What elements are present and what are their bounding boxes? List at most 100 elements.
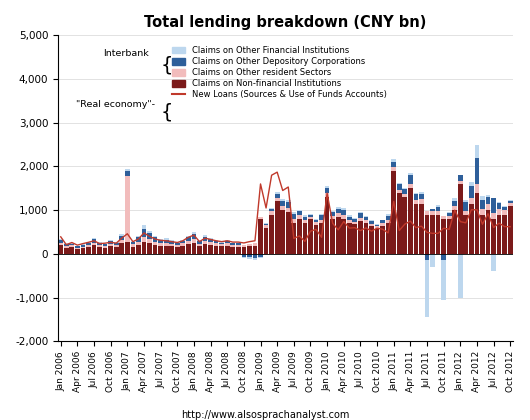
Bar — [330, 213, 335, 216]
Bar — [214, 244, 218, 246]
Bar — [480, 215, 485, 254]
Bar — [341, 215, 346, 219]
Bar — [425, 215, 429, 254]
Bar — [153, 241, 157, 245]
Bar — [92, 239, 96, 243]
Bar — [208, 242, 213, 245]
Bar — [58, 239, 63, 240]
Bar — [202, 241, 207, 244]
Bar — [480, 209, 485, 215]
Bar — [408, 175, 413, 184]
Bar — [485, 210, 490, 254]
Bar — [225, 244, 229, 246]
Bar — [202, 244, 207, 254]
Bar — [97, 247, 102, 254]
Bar — [397, 193, 402, 254]
Bar — [463, 202, 468, 211]
Bar — [147, 234, 152, 239]
Bar — [497, 215, 501, 254]
Bar — [197, 240, 202, 241]
Bar — [247, 254, 252, 257]
Bar — [447, 216, 452, 219]
Bar — [136, 245, 141, 254]
Bar — [158, 246, 163, 254]
Bar — [502, 215, 507, 254]
Bar — [181, 241, 185, 244]
Bar — [258, 254, 263, 257]
Bar — [463, 215, 468, 254]
Bar — [430, 215, 435, 254]
Bar — [491, 198, 496, 213]
Bar — [347, 215, 352, 217]
Bar — [280, 206, 285, 210]
Bar — [352, 221, 357, 224]
Bar — [391, 160, 396, 162]
Bar — [175, 243, 180, 245]
Bar — [425, 260, 429, 317]
Bar — [181, 246, 185, 254]
Bar — [158, 240, 163, 243]
Bar — [292, 214, 296, 219]
Bar — [364, 217, 368, 220]
Bar — [147, 239, 152, 244]
Bar — [413, 200, 418, 204]
Bar — [303, 220, 307, 223]
Bar — [225, 246, 229, 254]
Bar — [97, 242, 102, 243]
Bar — [352, 224, 357, 254]
Bar — [319, 223, 324, 254]
Bar — [319, 214, 324, 215]
Bar — [170, 240, 174, 241]
Bar — [236, 247, 241, 254]
Bar — [142, 237, 146, 242]
Bar — [231, 242, 235, 243]
Bar — [231, 247, 235, 254]
Bar — [103, 246, 108, 248]
Bar — [358, 212, 363, 213]
Bar — [430, 254, 435, 267]
Bar — [358, 213, 363, 218]
Bar — [330, 216, 335, 219]
Bar — [219, 242, 224, 243]
Bar — [114, 247, 119, 254]
Bar — [147, 244, 152, 254]
Bar — [264, 226, 268, 228]
Bar — [136, 237, 141, 242]
Bar — [425, 212, 429, 215]
Bar — [153, 237, 157, 242]
Bar — [364, 223, 368, 254]
Bar — [164, 243, 169, 246]
Bar — [297, 210, 302, 211]
Bar — [64, 246, 69, 248]
Bar — [319, 220, 324, 223]
Bar — [275, 202, 279, 254]
Bar — [341, 210, 346, 215]
Bar — [108, 241, 113, 244]
Bar — [497, 202, 501, 203]
Bar — [58, 243, 63, 245]
Bar — [413, 194, 418, 200]
Bar — [253, 254, 258, 258]
Text: {: { — [161, 102, 173, 122]
Bar — [264, 228, 268, 254]
Bar — [114, 245, 119, 247]
Bar — [453, 201, 457, 206]
Bar — [453, 206, 457, 210]
Bar — [441, 216, 446, 219]
Bar — [108, 246, 113, 254]
Bar — [286, 202, 290, 208]
Bar — [497, 203, 501, 209]
Bar — [258, 219, 263, 254]
Bar — [292, 219, 296, 223]
Bar — [325, 186, 330, 188]
Bar — [375, 225, 379, 226]
Bar — [175, 242, 180, 243]
Bar — [186, 237, 191, 241]
Bar — [297, 215, 302, 219]
Bar — [258, 217, 263, 219]
Bar — [153, 245, 157, 254]
Bar — [197, 244, 202, 246]
Bar — [253, 258, 258, 260]
Bar — [430, 209, 435, 212]
Bar — [375, 226, 379, 228]
